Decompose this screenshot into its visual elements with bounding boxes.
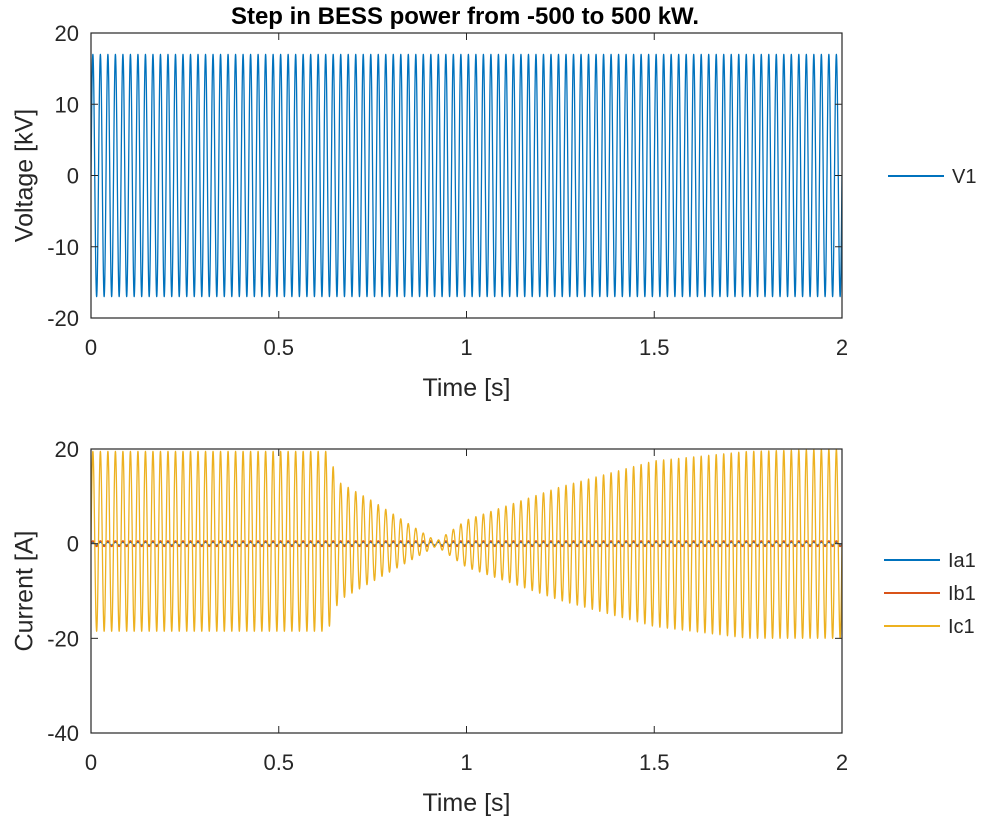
x-tick-label: 1.5: [639, 335, 670, 360]
x-tick-label: 0: [85, 335, 97, 360]
x-tick-label: 1: [460, 335, 472, 360]
x-tick-label: 2: [836, 335, 848, 360]
x-tick-label: 0.5: [263, 335, 294, 360]
current-y-axis-label: Current [A]: [11, 531, 39, 652]
legend-label-ia1: Ia1: [948, 550, 976, 572]
current-panel: 0 0.5 1 1.5 2 -40 -20 0 20 Time [s] Current [A]…: [11, 437, 976, 817]
y-tick-label: 0: [67, 532, 79, 557]
series-line-ic1: [91, 449, 842, 639]
y-tick-label: 0: [67, 164, 79, 189]
voltage-y-axis-label: Voltage [kV]: [11, 109, 39, 242]
y-tick-label: -20: [47, 626, 79, 651]
current-x-ticks: 0 0.5 1 1.5 2: [85, 449, 848, 775]
y-tick-label: 10: [55, 92, 79, 117]
voltage-y-ticks: -20 -10 0 10 20: [47, 21, 842, 331]
current-legend: Ia1 Ib1 Ic1: [884, 550, 976, 638]
y-tick-label: -40: [47, 721, 79, 746]
y-tick-label: -20: [47, 306, 79, 331]
voltage-traces: [91, 53, 842, 298]
voltage-x-axis-label: Time [s]: [423, 374, 511, 402]
voltage-panel: Step in BESS power from -500 to 500 kW. …: [11, 3, 977, 402]
chart-title: Step in BESS power from -500 to 500 kW.: [231, 3, 699, 30]
voltage-x-ticks: 0 0.5 1 1.5 2: [85, 33, 848, 360]
x-tick-label: 0: [85, 750, 97, 775]
legend-label-ib1: Ib1: [948, 583, 976, 605]
current-y-ticks: -40 -20 0 20: [47, 437, 842, 746]
x-tick-label: 0.5: [263, 750, 294, 775]
legend-label-ic1: Ic1: [948, 616, 975, 638]
series-line-v1: [91, 53, 842, 298]
x-tick-label: 1: [460, 750, 472, 775]
y-tick-label: 20: [55, 21, 79, 46]
current-x-axis-label: Time [s]: [423, 789, 511, 817]
x-tick-label: 2: [836, 750, 848, 775]
x-tick-label: 1.5: [639, 750, 670, 775]
y-tick-label: -10: [47, 235, 79, 260]
legend-label-v1: V1: [952, 166, 976, 188]
y-tick-label: 20: [55, 437, 79, 462]
current-traces: [91, 449, 842, 639]
voltage-legend: V1: [888, 166, 976, 188]
